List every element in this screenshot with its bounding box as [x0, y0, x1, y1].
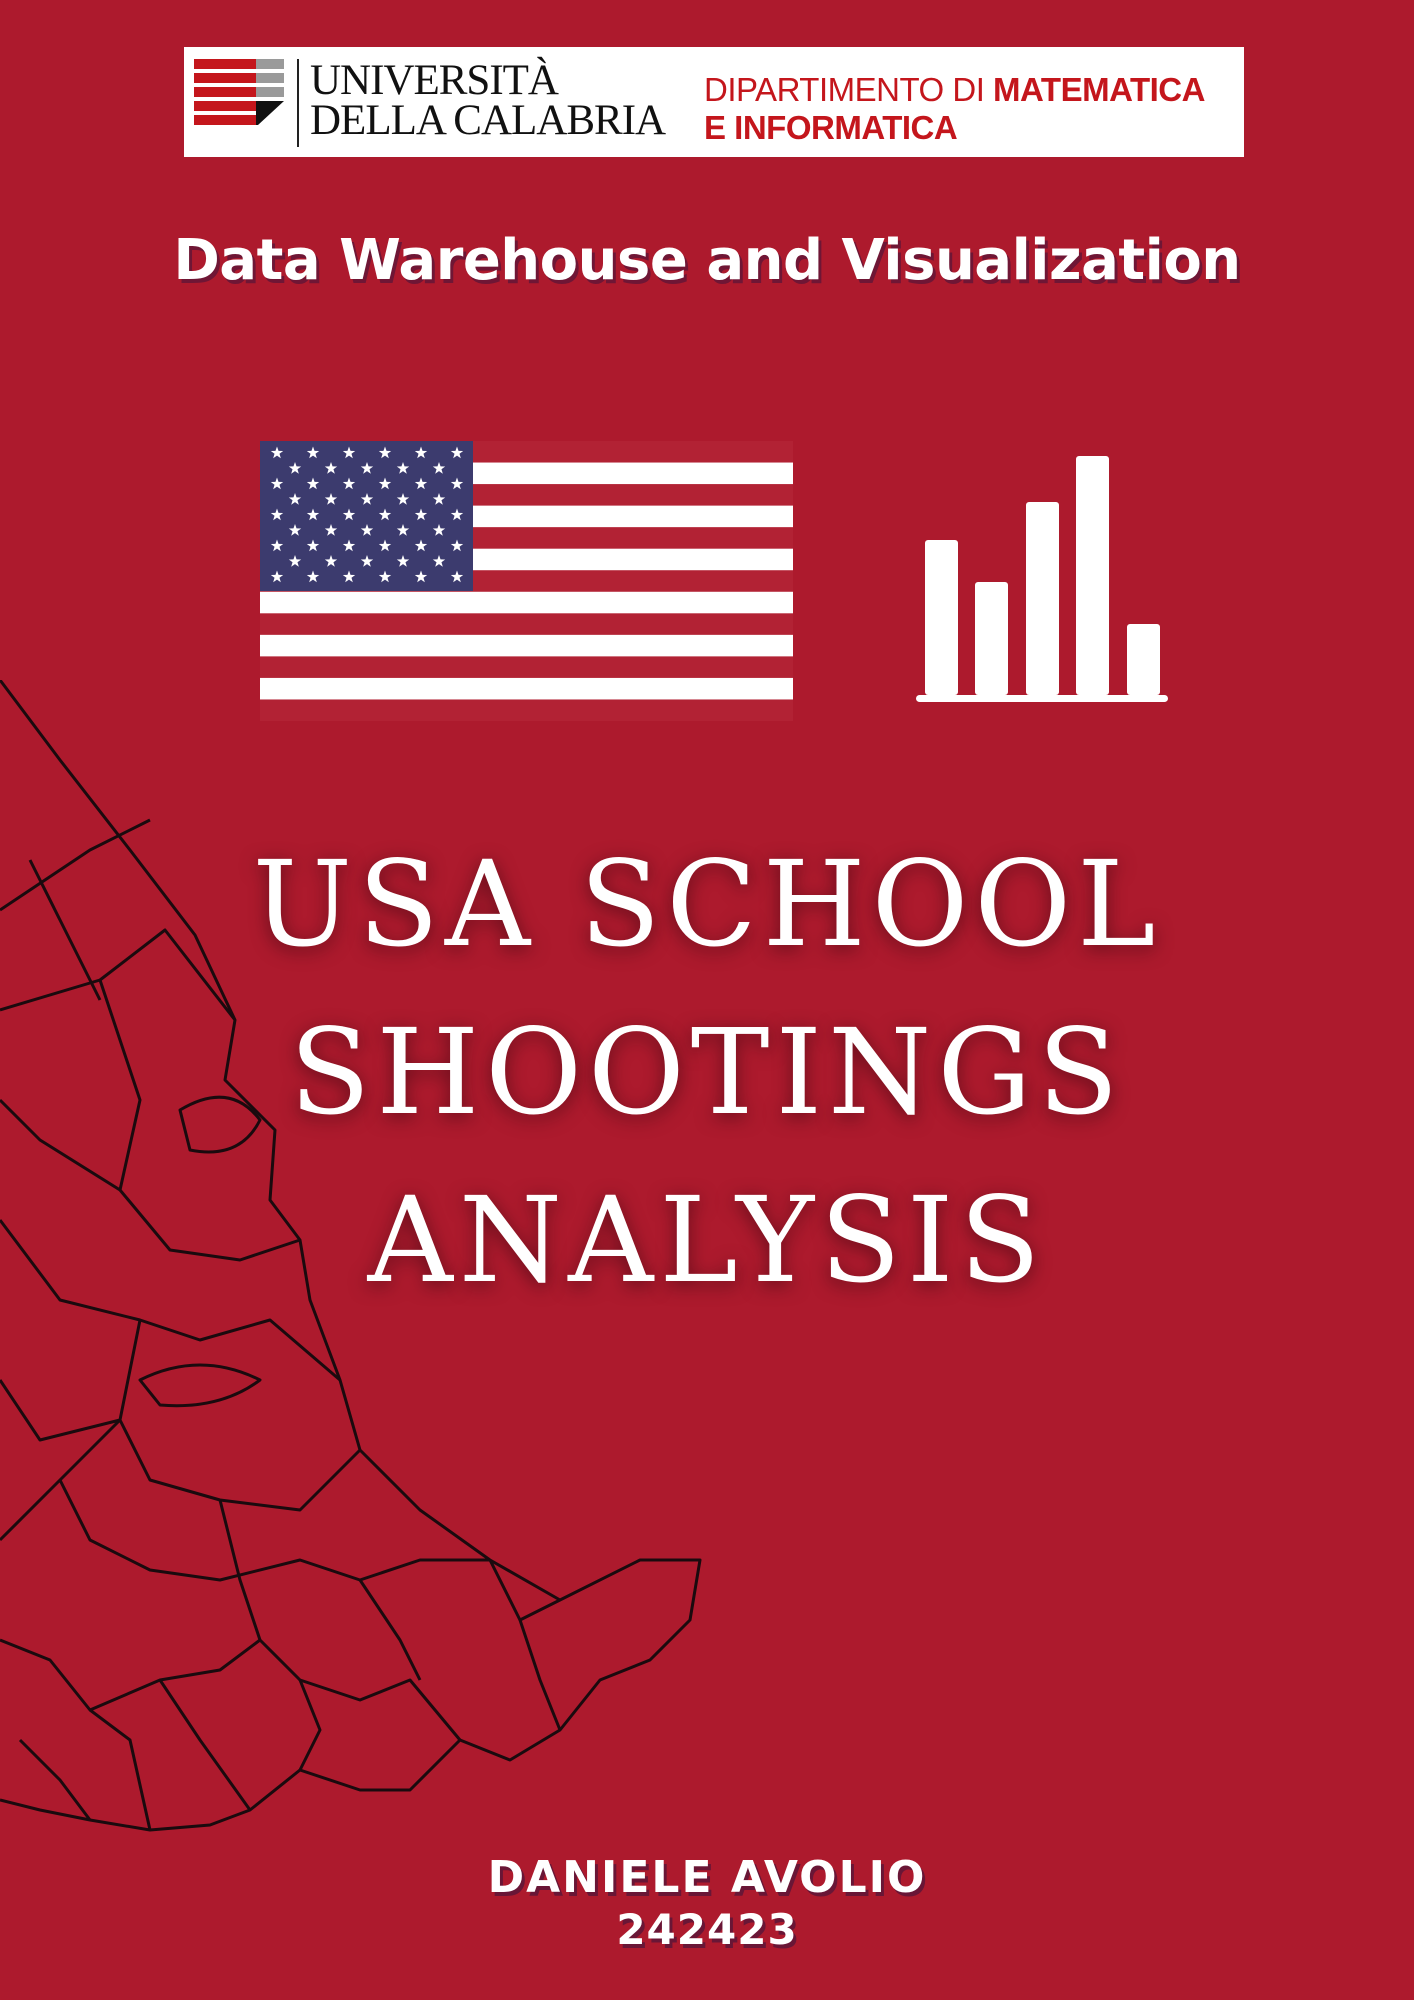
student-id: 242423	[616, 1905, 798, 1954]
title-line-3: ANALYSIS	[367, 1171, 1047, 1309]
document-title: USA SCHOOL SHOOTINGS ANALYSIS	[0, 820, 1414, 1324]
course-title: Data Warehouse and Visualization	[173, 228, 1241, 293]
university-name-line2: DELLA CALABRIA	[310, 97, 666, 144]
department-prefix: DIPARTIMENTO DI	[704, 71, 994, 108]
bar-chart-icon	[916, 456, 1168, 702]
us-flag-icon	[260, 441, 793, 721]
university-logo-banner: UNIVERSITÀ DELLA CALABRIA DIPARTIMENTO D…	[184, 47, 1244, 157]
department-bold1: MATEMATICA	[993, 71, 1205, 108]
author-name: DANIELE AVOLIO	[487, 1852, 927, 1903]
logo-divider	[297, 59, 299, 147]
department-name: DIPARTIMENTO DI MATEMATICA E INFORMATICA	[704, 71, 1205, 147]
university-name-line1: UNIVERSITÀ	[310, 57, 559, 104]
title-line-2: SHOOTINGS	[289, 1003, 1125, 1141]
title-line-1: USA SCHOOL	[252, 835, 1162, 973]
department-bold2: E INFORMATICA	[704, 109, 958, 146]
northeast-usa-map	[0, 680, 702, 1832]
university-name: UNIVERSITÀ DELLA CALABRIA	[310, 57, 666, 144]
university-logo-icon	[194, 59, 284, 125]
